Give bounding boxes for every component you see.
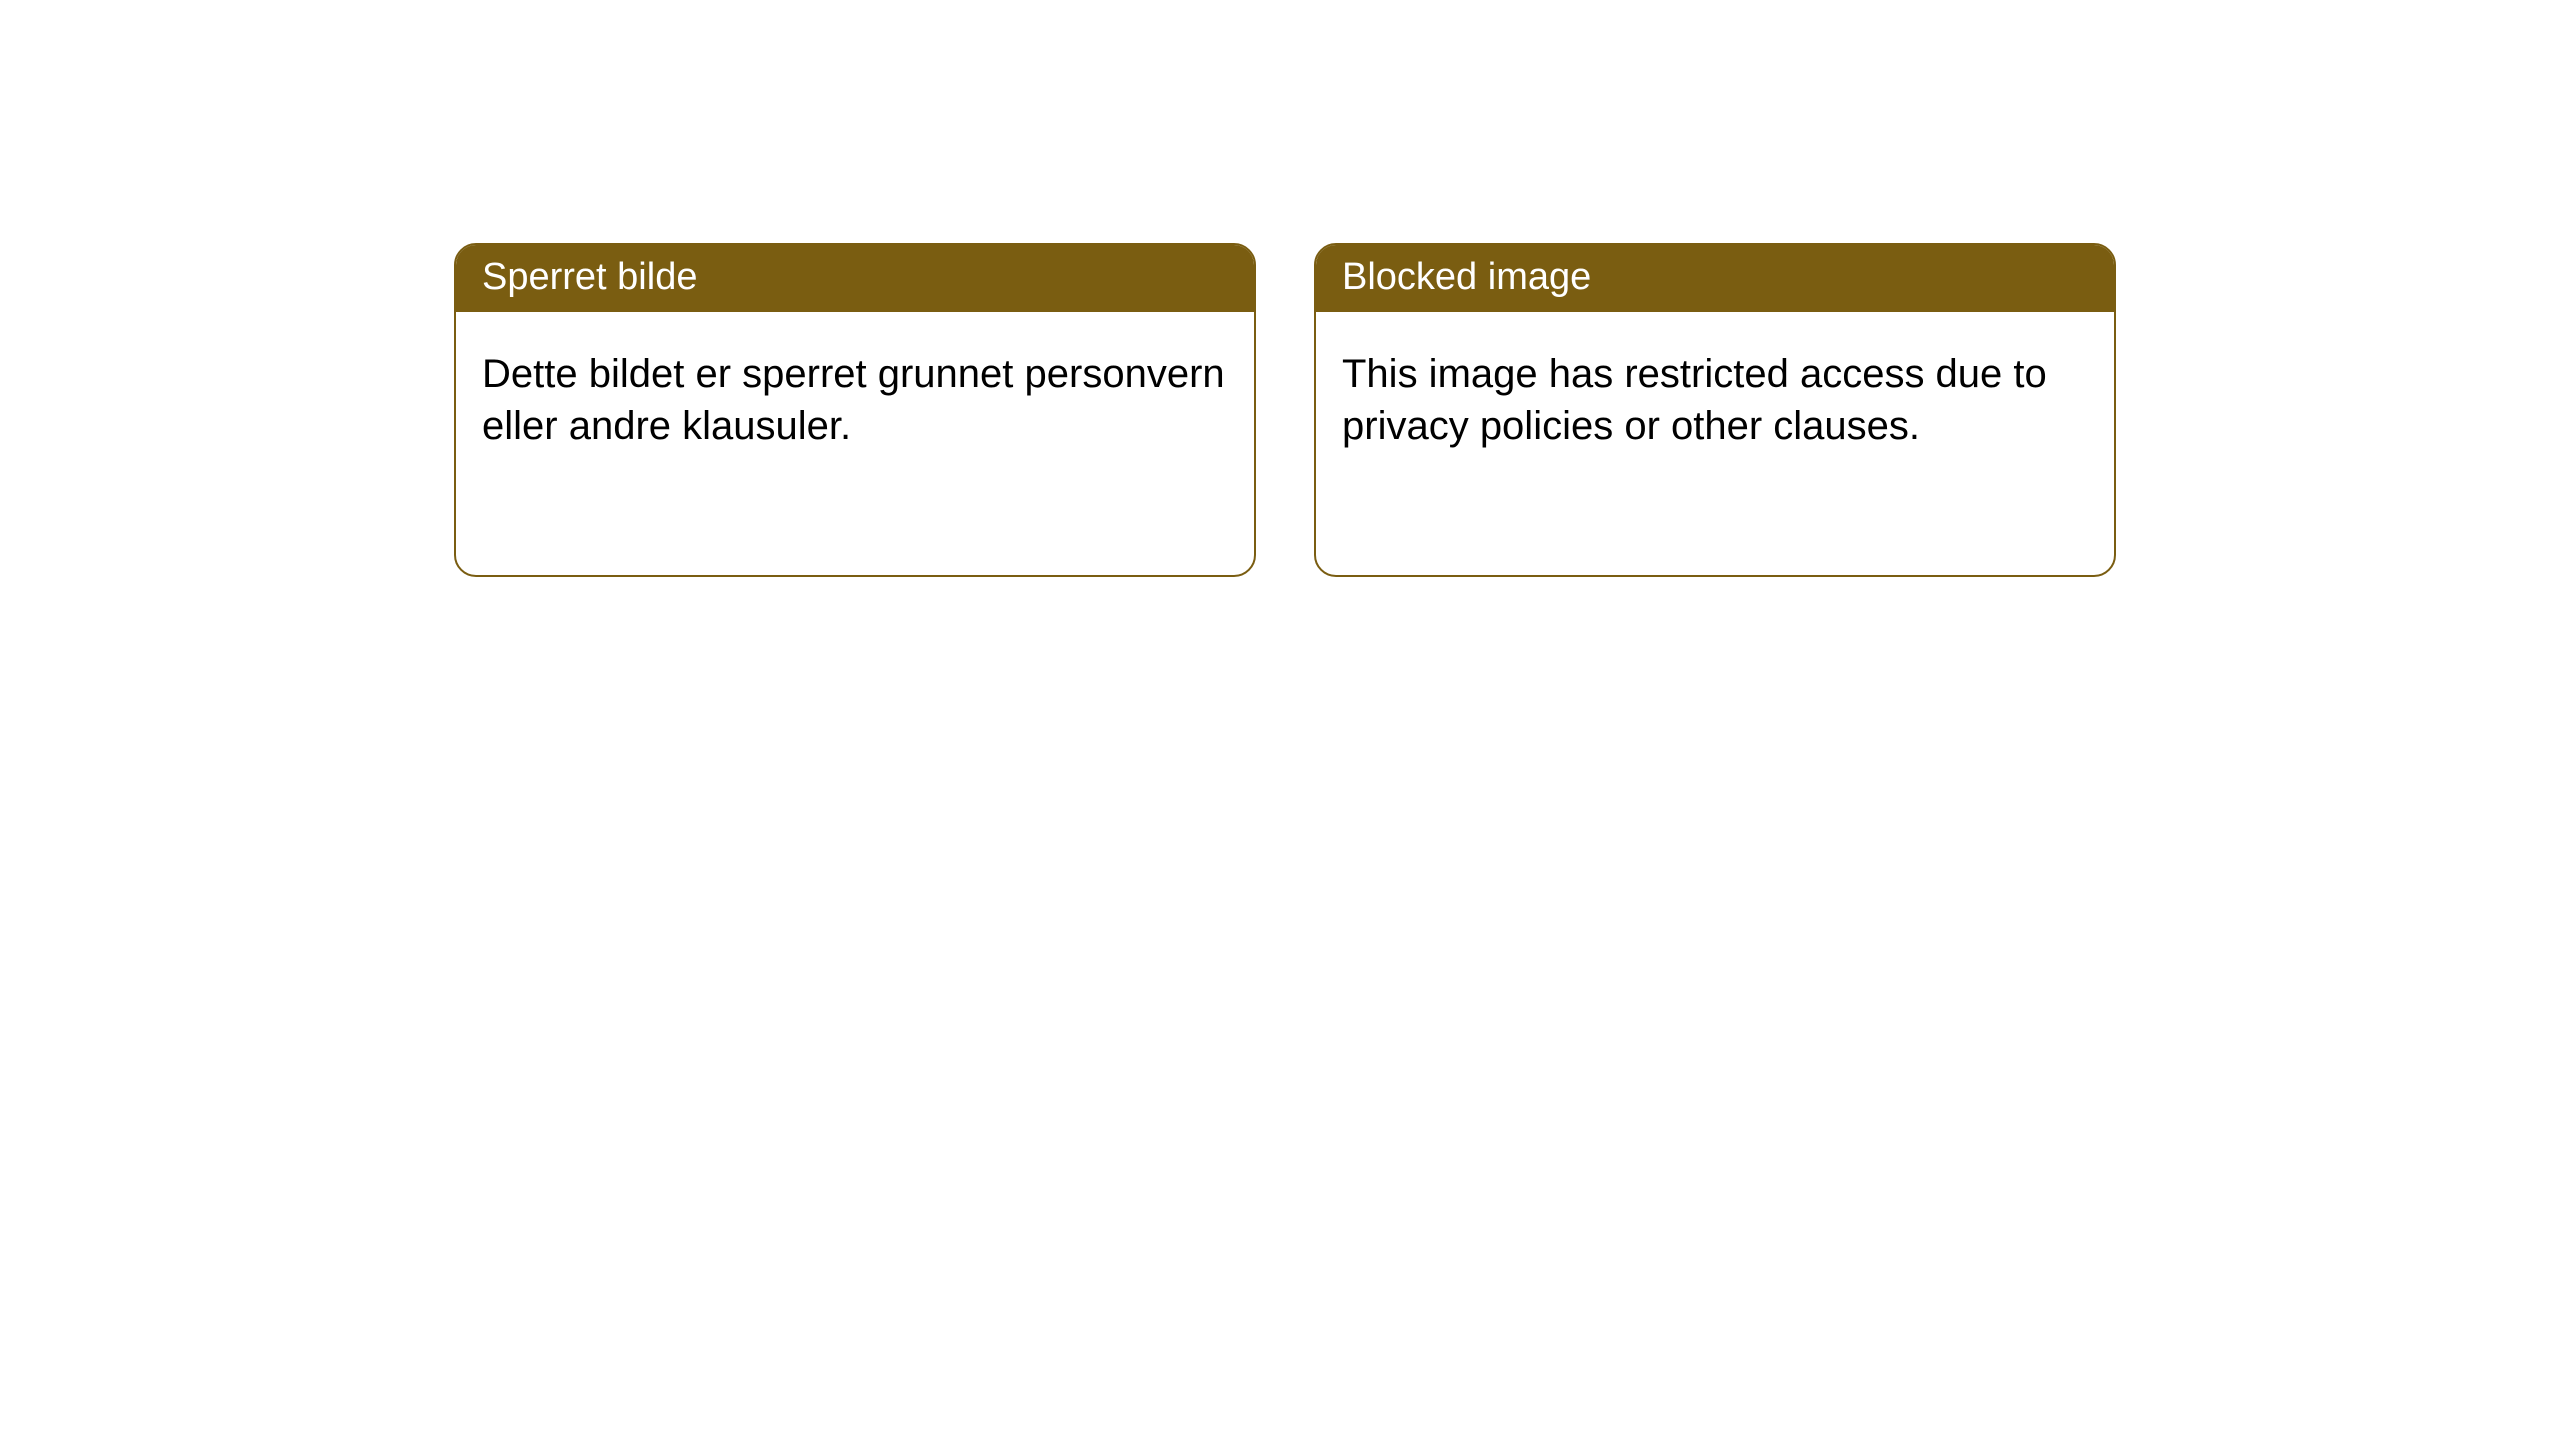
notice-body-english: This image has restricted access due to … xyxy=(1316,312,2114,478)
notice-card-norwegian: Sperret bilde Dette bildet er sperret gr… xyxy=(454,243,1256,577)
notice-title-norwegian: Sperret bilde xyxy=(456,245,1254,312)
notice-title-english: Blocked image xyxy=(1316,245,2114,312)
notice-card-english: Blocked image This image has restricted … xyxy=(1314,243,2116,577)
blocked-image-notices: Sperret bilde Dette bildet er sperret gr… xyxy=(0,0,2560,577)
notice-body-norwegian: Dette bildet er sperret grunnet personve… xyxy=(456,312,1254,478)
